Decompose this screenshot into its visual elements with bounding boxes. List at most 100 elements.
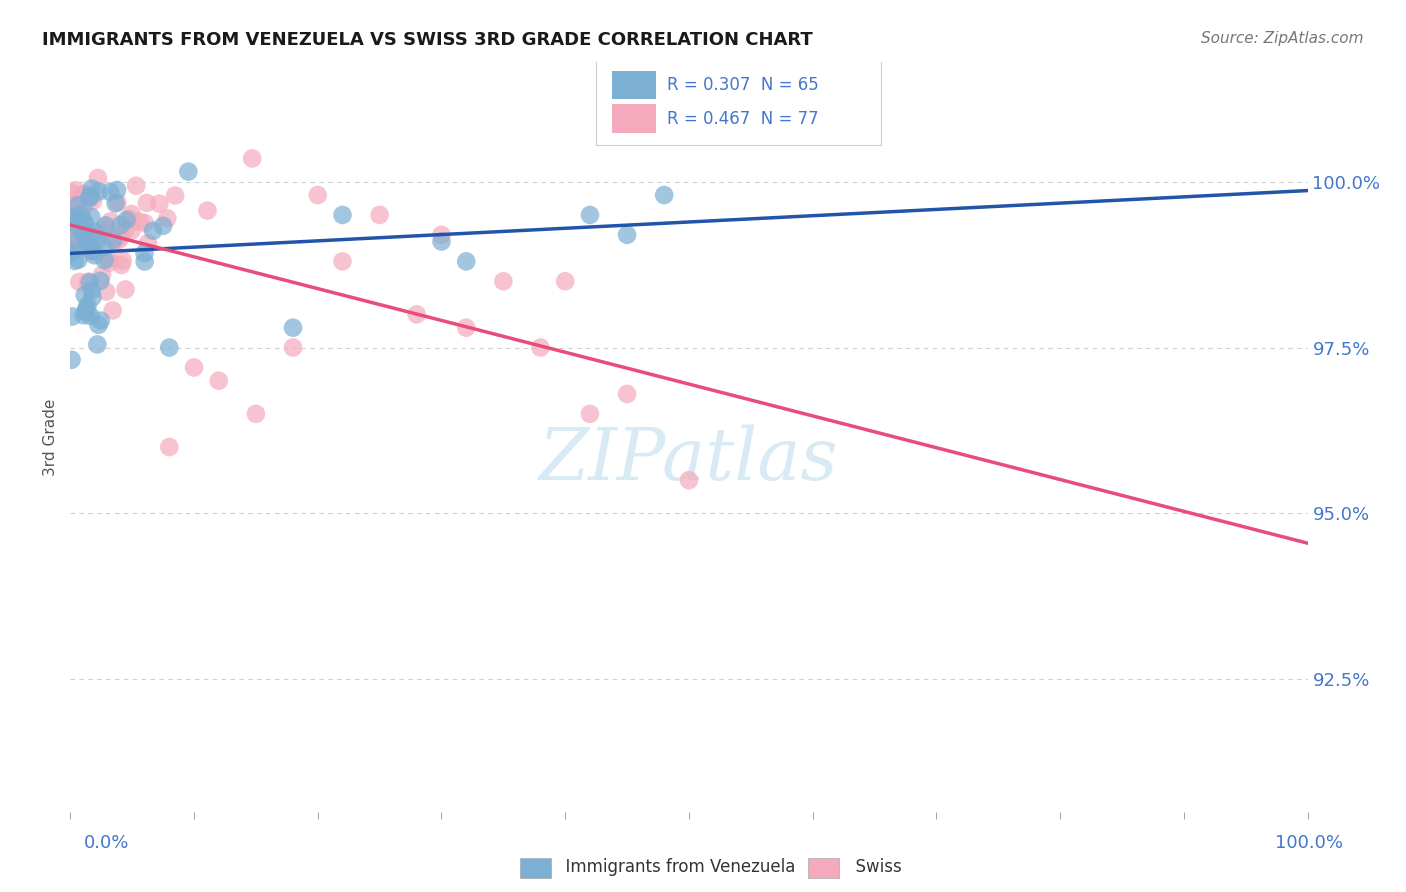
Point xyxy=(104,196,127,211)
Point xyxy=(69,211,91,226)
Point xyxy=(75,305,97,319)
Point xyxy=(136,236,159,251)
Point xyxy=(62,211,84,226)
Point xyxy=(98,252,121,267)
Point xyxy=(90,313,112,327)
Point xyxy=(62,211,84,226)
Point xyxy=(94,220,117,235)
Point xyxy=(67,275,90,289)
Point xyxy=(652,188,675,202)
Point xyxy=(134,216,156,230)
Point xyxy=(98,256,121,270)
Point xyxy=(87,170,110,185)
Point xyxy=(128,215,150,229)
Point xyxy=(456,254,478,268)
Point xyxy=(77,275,100,289)
Text: IMMIGRANTS FROM VENEZUELA VS SWISS 3RD GRADE CORRELATION CHART: IMMIGRANTS FROM VENEZUELA VS SWISS 3RD G… xyxy=(42,31,813,49)
Point xyxy=(96,285,118,299)
Point xyxy=(110,258,132,272)
Point xyxy=(281,320,304,334)
Point xyxy=(73,288,96,302)
Point xyxy=(60,238,83,252)
Point xyxy=(91,268,114,282)
Point xyxy=(60,208,83,222)
Point xyxy=(62,224,84,238)
Point xyxy=(86,337,108,351)
Point xyxy=(77,227,100,242)
Point xyxy=(83,225,105,239)
Y-axis label: 3rd Grade: 3rd Grade xyxy=(44,399,59,475)
Point xyxy=(157,440,180,454)
Point xyxy=(66,197,89,211)
Point xyxy=(114,223,136,237)
Point xyxy=(307,188,329,202)
Point xyxy=(142,224,165,238)
Point xyxy=(65,194,87,208)
Point xyxy=(529,341,551,355)
Point xyxy=(405,307,427,321)
Point xyxy=(69,236,91,251)
Point xyxy=(62,242,84,256)
Point xyxy=(77,192,100,206)
Point xyxy=(80,284,103,298)
Point xyxy=(73,215,96,229)
Point xyxy=(101,303,124,318)
Point xyxy=(115,213,138,227)
Point xyxy=(114,283,136,297)
Point xyxy=(72,225,94,239)
Point xyxy=(152,219,174,233)
Point xyxy=(66,218,89,232)
Text: Immigrants from Venezuela: Immigrants from Venezuela xyxy=(555,858,796,876)
Point xyxy=(79,309,101,323)
Point xyxy=(72,308,94,322)
Point xyxy=(156,211,179,226)
Point xyxy=(281,341,304,355)
FancyBboxPatch shape xyxy=(612,104,655,133)
Point xyxy=(86,241,108,255)
Point xyxy=(135,195,157,210)
Point xyxy=(148,196,170,211)
Point xyxy=(60,186,83,201)
Point xyxy=(121,224,143,238)
Point xyxy=(430,235,453,249)
Point xyxy=(82,290,104,304)
Point xyxy=(75,222,97,236)
FancyBboxPatch shape xyxy=(612,70,655,99)
Point xyxy=(89,274,111,288)
Point xyxy=(75,186,97,201)
Text: Source: ZipAtlas.com: Source: ZipAtlas.com xyxy=(1201,31,1364,46)
Point xyxy=(105,183,128,197)
Point xyxy=(75,223,97,237)
Text: R = 0.307  N = 65: R = 0.307 N = 65 xyxy=(666,76,818,94)
Point xyxy=(103,234,125,248)
Point xyxy=(73,218,96,232)
Point xyxy=(66,198,89,212)
Point xyxy=(87,318,110,332)
Point xyxy=(69,221,91,235)
Point xyxy=(60,198,83,212)
Point xyxy=(332,208,354,222)
Point xyxy=(79,237,101,252)
Text: 100.0%: 100.0% xyxy=(1275,834,1343,852)
Point xyxy=(245,407,267,421)
Text: Swiss: Swiss xyxy=(845,858,901,876)
Point xyxy=(157,341,180,355)
Point xyxy=(60,310,83,324)
Point xyxy=(67,252,90,267)
Point xyxy=(134,246,156,260)
Point xyxy=(118,211,141,226)
Point xyxy=(60,210,83,224)
Point xyxy=(111,253,134,268)
Point xyxy=(110,229,132,244)
Text: R = 0.467  N = 77: R = 0.467 N = 77 xyxy=(666,110,818,128)
Point xyxy=(554,274,576,288)
Point xyxy=(134,254,156,268)
Point xyxy=(183,360,205,375)
Point xyxy=(82,244,104,258)
Point xyxy=(93,253,115,268)
Point xyxy=(240,152,263,166)
Point xyxy=(108,233,131,247)
Point xyxy=(75,302,97,317)
Point xyxy=(63,210,86,224)
Point xyxy=(107,195,129,210)
